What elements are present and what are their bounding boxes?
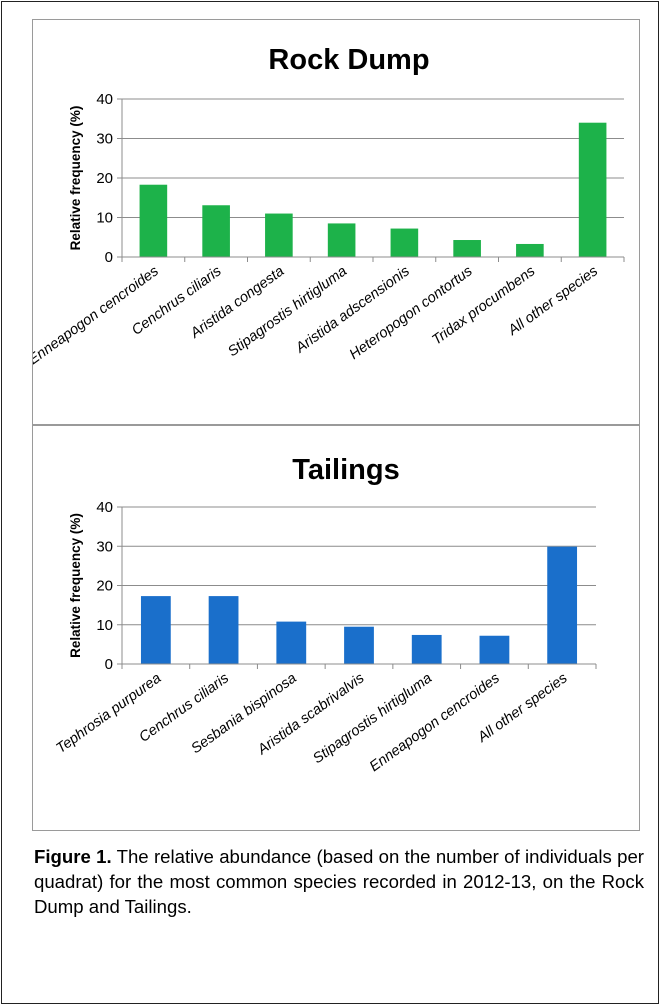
rock-dump-bar bbox=[327, 223, 356, 257]
caption-text: The relative abundance (based on the num… bbox=[34, 846, 644, 917]
tailings-bar bbox=[276, 621, 307, 664]
tailings-y-tick-label: 20 bbox=[96, 578, 113, 595]
tailings-bar bbox=[547, 546, 578, 664]
tailings-x-tick-label: Enneapogon cencroides bbox=[367, 670, 503, 775]
rock-dump-x-tick-label: Aristida adscensionis bbox=[292, 263, 412, 357]
tailings-chart-panel: Tailings 0 10 20 30 40 Relative frequency (%) T… bbox=[32, 425, 640, 831]
caption-label: Figure 1. bbox=[34, 846, 112, 867]
rock-dump-x-tick-label: Stipagrostis hirtigluma bbox=[225, 263, 350, 360]
rock-dump-bar bbox=[453, 240, 481, 257]
rock-dump-bar bbox=[516, 243, 544, 257]
rock-dump-bar bbox=[202, 205, 230, 257]
figure-caption: Figure 1. The relative abundance (based … bbox=[34, 844, 644, 919]
rock-dump-x-tick-label: Tridax procumbens bbox=[429, 263, 538, 348]
rock-dump-y-axis-label: Relative frequency (%) bbox=[68, 106, 83, 251]
rock-dump-y-tick-label: 0 bbox=[105, 249, 113, 266]
tailings-y-axis-label: Relative frequency (%) bbox=[68, 513, 83, 658]
tailings-bar bbox=[479, 635, 510, 664]
rock-dump-chart: Rock Dump 0 10 20 30 40 Relative frequency (%)… bbox=[33, 44, 625, 368]
rock-dump-y-tick-label: 20 bbox=[96, 170, 113, 187]
rock-dump-bar bbox=[578, 122, 607, 257]
tailings-chart-title: Tailings bbox=[292, 454, 399, 486]
tailings-x-tick-label: Stipagrostis hirtigluma bbox=[310, 670, 435, 767]
tailings-bar bbox=[140, 596, 171, 664]
rock-dump-bar bbox=[390, 228, 419, 257]
rock-dump-y-tick-label: 40 bbox=[96, 91, 113, 108]
tailings-y-tick-label: 30 bbox=[96, 538, 113, 555]
rock-dump-y-tick-label: 30 bbox=[96, 131, 113, 148]
rock-dump-chart-panel: Rock Dump 0 10 20 30 40 Relative frequency (%)… bbox=[32, 19, 640, 425]
rock-dump-x-tick-label: Heteropogon contortus bbox=[347, 263, 476, 363]
tailings-bar bbox=[208, 596, 239, 664]
tailings-bar bbox=[411, 634, 442, 664]
rock-dump-chart-title: Rock Dump bbox=[268, 44, 429, 76]
tailings-y-tick-label: 40 bbox=[96, 499, 113, 516]
tailings-y-tick-label: 10 bbox=[96, 617, 113, 634]
tailings-y-tick-label: 0 bbox=[105, 656, 113, 673]
tailings-bar bbox=[344, 626, 374, 664]
rock-dump-bar bbox=[265, 213, 293, 257]
rock-dump-bar bbox=[139, 184, 168, 257]
rock-dump-y-tick-label: 10 bbox=[96, 210, 113, 227]
